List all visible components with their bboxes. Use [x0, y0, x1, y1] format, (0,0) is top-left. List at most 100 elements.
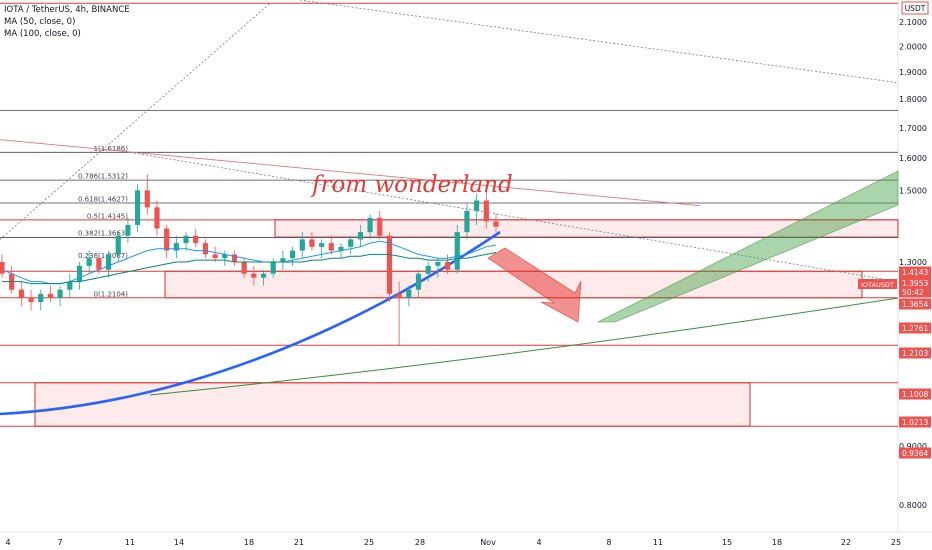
candle-body — [406, 289, 412, 298]
time-tick-label: Nov — [480, 538, 496, 547]
candle-body — [367, 217, 373, 233]
price-tag-box — [899, 416, 931, 428]
candle-body — [96, 258, 102, 270]
candle-body — [144, 190, 150, 208]
price-tick-label: 1.3000 — [899, 258, 927, 267]
projection-arrow — [487, 247, 582, 323]
candle-body — [193, 235, 199, 244]
candle-body — [0, 262, 5, 274]
candle-body — [474, 200, 480, 211]
candle-body — [357, 232, 363, 240]
price-tick-label: 2.1000 — [899, 18, 927, 27]
price-tick-label: 0.8000 — [899, 501, 927, 510]
candle-body — [202, 243, 209, 255]
candle-body — [464, 210, 470, 233]
currency-tag-label: USDT — [905, 4, 926, 13]
candle-body — [57, 289, 63, 298]
price-tag-label: 1.3953 — [902, 279, 928, 288]
fib-level-label: 1(1.6186) — [94, 145, 129, 153]
fib-level-label: 0.786(1.5312) — [78, 173, 128, 181]
candle-body — [309, 239, 315, 247]
time-tick-label: 18 — [772, 538, 782, 547]
demand-zone — [34, 382, 751, 427]
candle-body — [183, 235, 189, 244]
ma100-legend[interactable]: MA (100, close, 0) — [4, 29, 81, 39]
candle-body — [493, 221, 499, 227]
candle-body — [18, 289, 24, 298]
time-tick-label: 21 — [294, 538, 304, 547]
time-tick-label: 25 — [364, 538, 374, 547]
candle-body — [76, 265, 83, 282]
time-tick-label: 8 — [606, 538, 611, 547]
price-tag-label: 1.0213 — [902, 418, 928, 427]
time-tick-label: 25 — [891, 538, 901, 547]
fib-level-label: 0.236(1.3067) — [78, 252, 128, 260]
fib-level-label: 0.382(1.3663) — [78, 230, 128, 238]
price-tick-label: 0.9000 — [899, 442, 927, 451]
chart-legend: IOTA / TetherUS, 4h, BINANCE MA (50, clo… — [4, 4, 130, 40]
candle-body — [425, 265, 431, 274]
price-tag-label: 1.2103 — [902, 349, 928, 358]
trendline-red — [0, 139, 701, 207]
candle-body — [319, 243, 325, 247]
fib-level-label: 0.5(1.4145) — [87, 212, 128, 220]
price-tag-label: 1.1008 — [902, 390, 928, 399]
candle-body — [338, 246, 344, 251]
candle-body — [164, 228, 170, 251]
candle-body — [396, 293, 402, 298]
price-tag-box — [899, 298, 931, 310]
symbol-tag-label: IOTAUSDT — [861, 281, 894, 289]
price-tag-label: 50:42 — [902, 288, 924, 297]
time-tick-label: 28 — [415, 538, 425, 547]
trendline-dotted-down — [299, 0, 899, 84]
candle-body — [348, 239, 354, 247]
candle-body — [212, 254, 218, 259]
candle-body — [386, 235, 393, 294]
time-tick-label: 22 — [841, 538, 851, 547]
price-tick-label: 1.8000 — [899, 95, 927, 104]
candle-body — [86, 258, 92, 266]
candle-body — [115, 235, 121, 255]
candle-body — [483, 200, 489, 222]
candle-body — [67, 281, 73, 290]
trendline-dotted-diagonal — [129, 151, 899, 283]
fib-level-label: 0(1.2104) — [94, 290, 129, 298]
ma50-legend[interactable]: MA (50, close, 0) — [4, 17, 76, 27]
candle-body — [125, 224, 131, 236]
candle-body — [299, 239, 305, 251]
candle-body — [270, 262, 276, 274]
price-tag-label: 1.3654 — [902, 300, 928, 309]
parabolic-curve — [0, 230, 501, 416]
candle-body — [105, 254, 112, 270]
price-tick-label: 1.9000 — [899, 68, 927, 77]
price-tag-label: 1.4143 — [902, 268, 928, 277]
candle-body — [260, 273, 267, 278]
ma50-line — [1, 240, 497, 285]
fib-level-label: 0.618(1.4627) — [78, 195, 128, 203]
time-tick-label: 11 — [653, 538, 663, 547]
candle-body — [415, 273, 422, 290]
price-tag-box — [899, 266, 931, 278]
price-tag-box — [899, 388, 931, 400]
candle-body — [38, 293, 44, 303]
price-tag-label: 0.9364 — [902, 449, 928, 458]
price-tag-box — [899, 277, 931, 289]
price-tag-box — [899, 447, 931, 459]
price-tag-box — [899, 347, 931, 359]
time-tick-label: 14 — [174, 538, 184, 547]
price-tick-label: 1.5000 — [899, 186, 927, 195]
currency-tag-box — [901, 1, 929, 15]
candle-body — [454, 232, 460, 270]
candle-body — [444, 262, 451, 270]
price-tick-label: 1.6000 — [899, 154, 927, 163]
candle-body — [280, 258, 286, 263]
symbol-title[interactable]: IOTA / TetherUS, 4h, BINANCE — [4, 5, 130, 15]
candle-body — [47, 293, 54, 298]
candle-body — [251, 273, 257, 278]
candle-body — [135, 190, 141, 225]
price-tick-label: 2.0000 — [899, 42, 927, 51]
candle-body — [377, 217, 383, 236]
candle-body — [222, 254, 228, 259]
